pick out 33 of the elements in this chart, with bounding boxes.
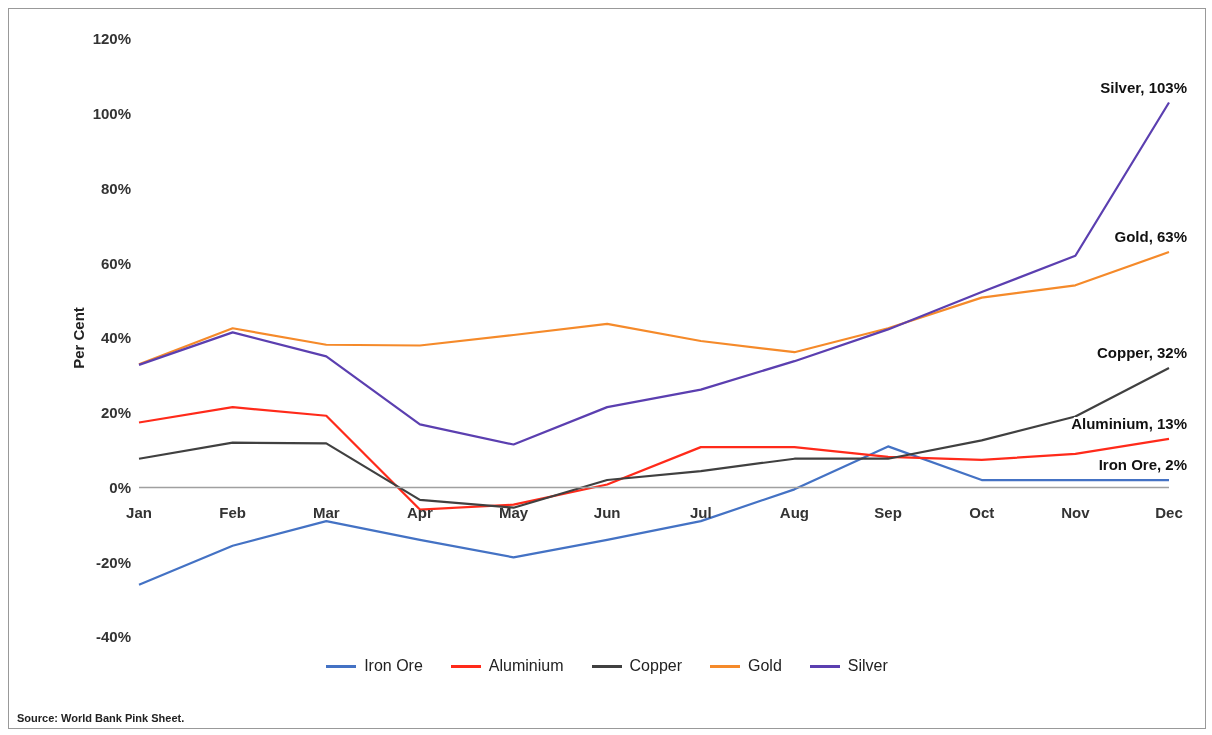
legend-label: Copper [629, 657, 683, 675]
annotation: Silver, 103% [1100, 78, 1187, 96]
y-tick-label: 80% [100, 179, 131, 197]
x-tick-label: Jun [593, 503, 621, 521]
legend-label: Silver [847, 657, 888, 675]
legend-label: Iron Ore [364, 657, 423, 675]
y-tick-label: 20% [100, 404, 131, 422]
annotation: Iron Ore, 2% [1098, 456, 1187, 474]
x-tick-label: Sep [874, 503, 902, 521]
annotation: Aluminium, 13% [1071, 414, 1187, 432]
x-tick-label: Jul [689, 503, 712, 521]
x-tick-label: Apr [406, 503, 433, 521]
y-tick-label: 0% [109, 478, 131, 496]
x-tick-label: Dec [1155, 503, 1183, 521]
y-tick-label: 60% [100, 254, 131, 272]
x-tick-label: Oct [969, 503, 995, 521]
x-tick-label: Aug [779, 503, 810, 521]
x-tick-label: Jan [126, 503, 152, 521]
x-tick-label: Mar [312, 503, 340, 521]
annotation: Copper, 32% [1096, 343, 1187, 361]
legend-label: Gold [748, 657, 782, 675]
y-tick-label: -40% [95, 628, 131, 646]
x-tick-label: Feb [219, 503, 246, 521]
y-tick-label: 40% [100, 329, 131, 347]
x-tick-label: Nov [1061, 503, 1091, 521]
annotation: Gold, 63% [1114, 228, 1187, 246]
y-tick-label: -20% [95, 553, 131, 571]
y-axis-title: Per Cent [70, 307, 88, 369]
y-tick-label: 100% [92, 105, 131, 123]
legend-label: Aluminium [488, 657, 564, 675]
y-tick-label: 120% [92, 30, 131, 48]
source-note: Source: World Bank Pink Sheet. [17, 712, 185, 724]
x-tick-label: May [498, 503, 529, 521]
